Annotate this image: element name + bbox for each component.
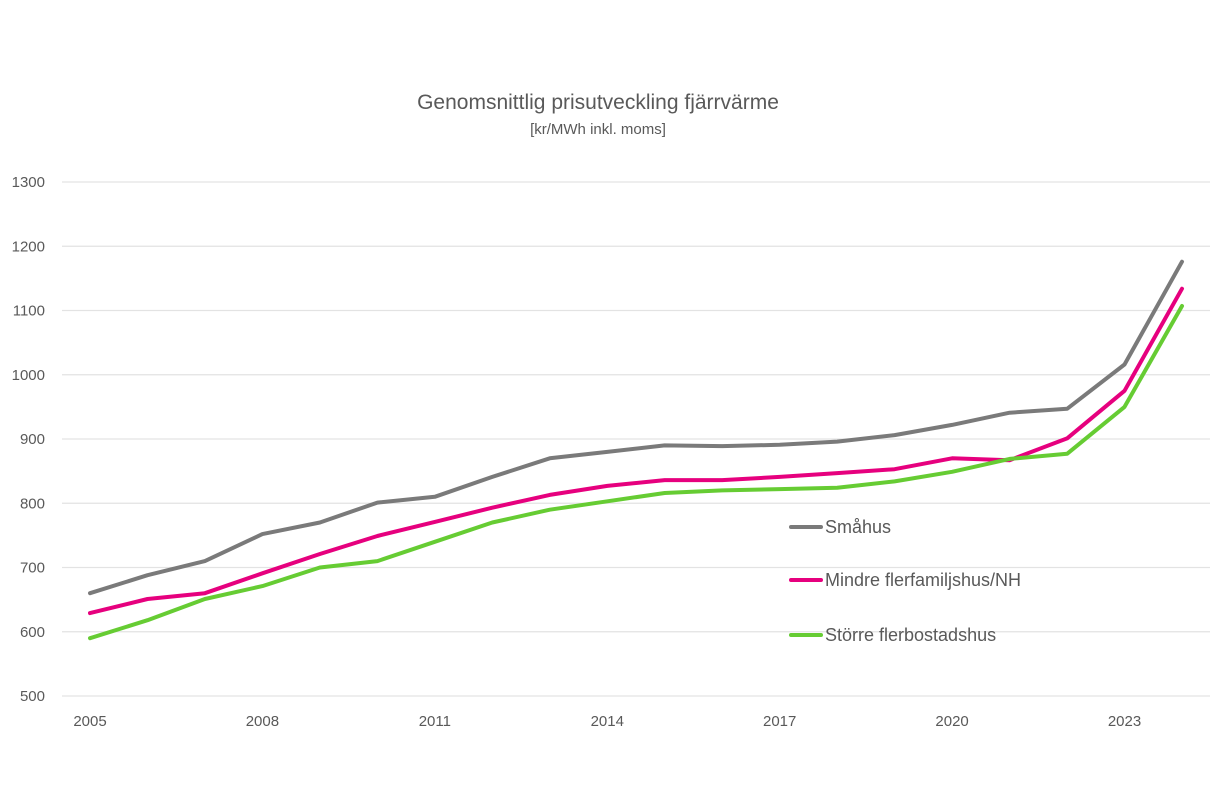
x-tick-label: 2011: [419, 713, 451, 730]
legend-item: Större flerbostadshus: [789, 625, 996, 645]
legend-item: Småhus: [789, 517, 891, 537]
series-line-3: [88, 304, 1184, 641]
legend: Småhus Mindre flerfamiljshus/NH Större fle…: [789, 517, 1021, 645]
y-tick-label: 1100: [13, 303, 45, 320]
x-tick-label: 2014: [591, 713, 624, 730]
y-tick-label: 1200: [12, 238, 45, 255]
y-tick-label: 1000: [12, 367, 45, 384]
y-tick-label: 800: [20, 495, 45, 512]
legend-label: Mindre flerfamiljshus/NH: [825, 570, 1021, 590]
x-tick-label: 2005: [73, 713, 106, 730]
series-line-1: [88, 259, 1184, 596]
x-tick-label: 2017: [763, 713, 796, 730]
y-tick-label: 600: [20, 624, 45, 641]
legend-label: Större flerbostadshus: [825, 625, 996, 645]
x-tick-label: 2023: [1108, 713, 1141, 730]
legend-label: Småhus: [825, 517, 891, 537]
chart-title: Genomsnittlig prisutveckling fjärrvärme: [417, 91, 779, 114]
x-axis-ticks: 2005 2008 2011 2014 2017 2020 2023: [73, 713, 1141, 730]
series-lines: [88, 259, 1184, 641]
gridlines: [62, 181, 1210, 697]
legend-item: Mindre flerfamiljshus/NH: [789, 570, 1021, 590]
chart-subtitle: [kr/MWh inkl. moms]: [530, 121, 666, 138]
y-tick-label: 1300: [12, 174, 45, 191]
x-tick-label: 2020: [935, 713, 968, 730]
series-line-2: [88, 286, 1184, 616]
x-tick-label: 2008: [246, 713, 279, 730]
y-tick-label: 900: [20, 431, 45, 448]
y-tick-label: 700: [20, 560, 45, 577]
y-axis-ticks: 500 600 700 800 900 1000 1100 1200 1300: [12, 174, 45, 705]
y-tick-label: 500: [20, 688, 45, 705]
